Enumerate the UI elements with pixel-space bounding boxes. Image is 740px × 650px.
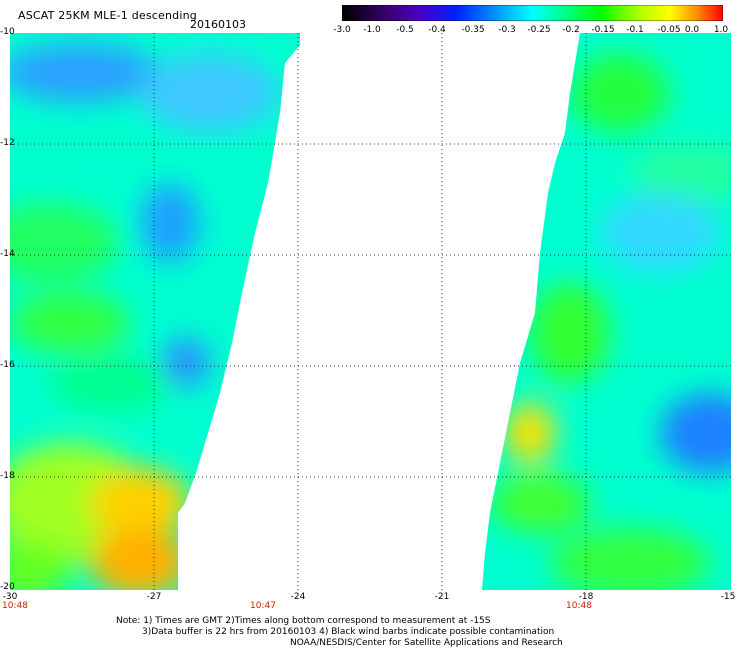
scale-label: -0.5	[396, 25, 414, 35]
scale-label: -1.0	[363, 25, 381, 35]
scale-label: -0.1	[626, 25, 644, 35]
lon-label: -18	[578, 592, 594, 602]
note-line-2: 3)Data buffer is 22 hrs from 20160103 4)…	[142, 627, 555, 637]
color-scale-bar	[342, 5, 723, 21]
lat-label: -10	[0, 27, 15, 37]
scale-label: 0.0	[684, 25, 700, 35]
map-date: 20160103	[190, 18, 246, 31]
left-swath-data	[10, 33, 300, 590]
scale-label: -0.25	[527, 25, 551, 35]
swath-time-label: 10:47	[250, 601, 276, 611]
scale-label: -0.05	[657, 25, 681, 35]
lon-label: -15	[720, 592, 736, 602]
scale-label: -0.4	[428, 25, 446, 35]
lon-label: -30	[2, 592, 18, 602]
right-swath-data	[482, 33, 731, 590]
scale-label: -0.35	[461, 25, 485, 35]
lat-label: -18	[0, 471, 15, 481]
scale-label: -0.15	[591, 25, 615, 35]
scale-label: -3.0	[333, 25, 351, 35]
lat-label: -16	[0, 360, 15, 370]
scale-label: -0.3	[498, 25, 516, 35]
color-scale-labels: -3.0 -1.0 -0.5 -0.4 -0.35 -0.3 -0.25 -0.…	[330, 25, 740, 37]
scale-label: -0.2	[562, 25, 580, 35]
lat-label: -20	[0, 582, 15, 592]
lat-label: -14	[0, 249, 15, 259]
lon-label: -27	[146, 592, 162, 602]
note-line-1: Note: 1) Times are GMT 2)Times along bot…	[116, 616, 491, 626]
map-plot[interactable]	[10, 33, 731, 590]
scale-label: 1.0	[713, 25, 729, 35]
lon-label: -24	[290, 592, 306, 602]
note-line-3: NOAA/NESDIS/Center for Satellite Applica…	[290, 638, 563, 648]
map-title: ASCAT 25KM MLE-1 descending	[18, 9, 197, 22]
swath-time-label: 10:48	[566, 601, 592, 611]
swath-time-label: 10:48	[2, 601, 28, 611]
lon-label: -21	[434, 592, 450, 602]
lat-lon-grid	[10, 33, 731, 590]
lat-label: -12	[0, 138, 15, 148]
